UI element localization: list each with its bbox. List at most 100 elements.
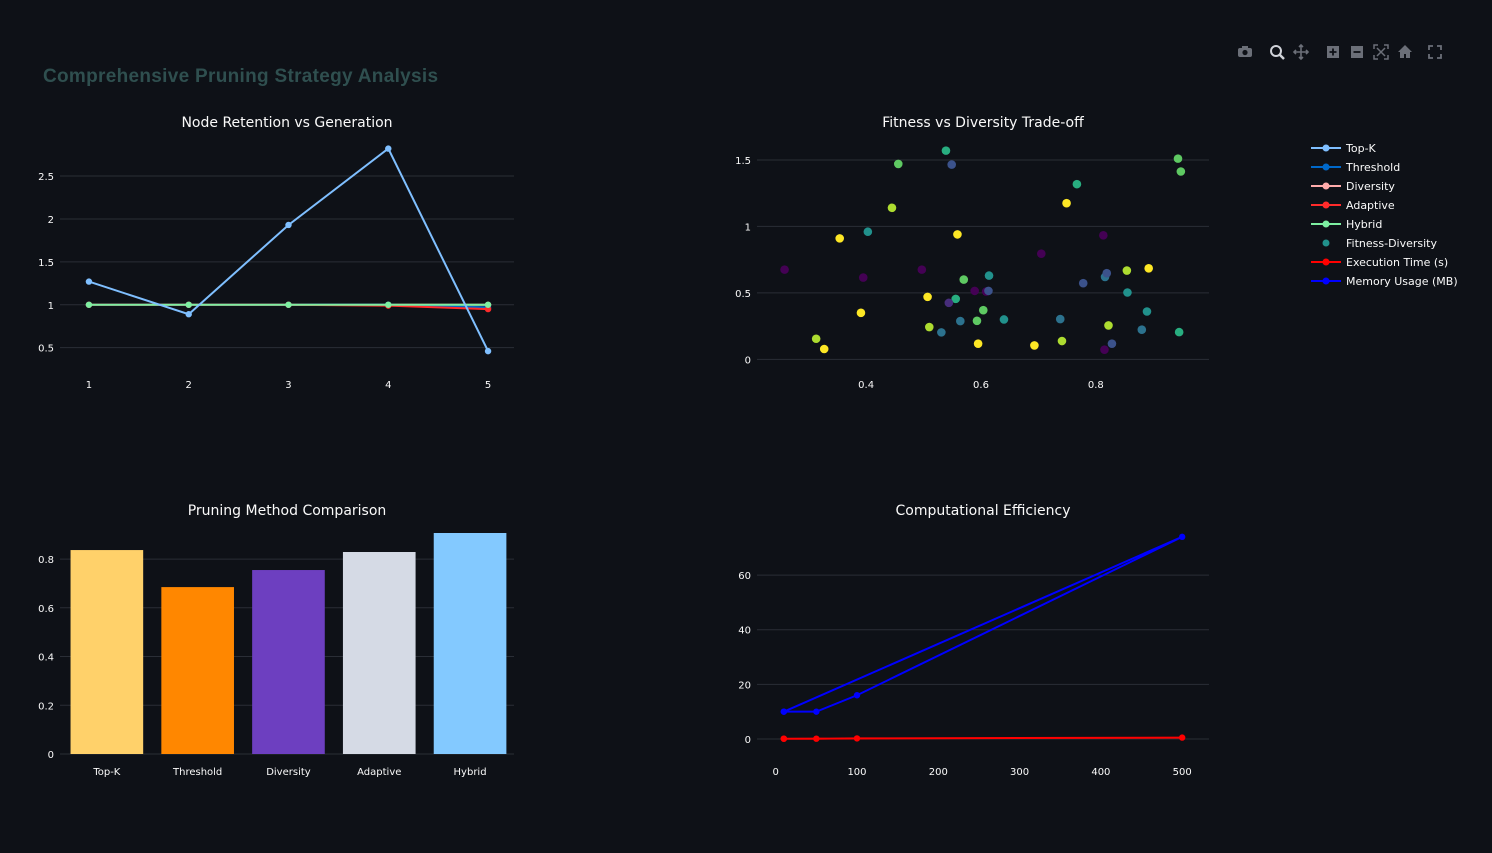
scatter-point[interactable]	[941, 146, 951, 155]
legend-item[interactable]: Top-K	[1311, 142, 1377, 155]
data-point[interactable]	[780, 735, 788, 742]
x-tick-label: 0.6	[973, 380, 989, 391]
data-point[interactable]	[780, 708, 788, 715]
subplot-2: Fitness vs Diversity Trade-off 0 0.5 1 1.5 0.…	[735, 115, 1209, 391]
data-point[interactable]	[484, 347, 492, 355]
x-tick-label: 0.8	[1088, 380, 1104, 391]
scatter-point[interactable]	[924, 322, 934, 332]
data-point[interactable]	[185, 301, 192, 308]
scatter-point[interactable]	[1036, 249, 1046, 258]
camera-icon[interactable]	[1238, 46, 1252, 57]
data-point[interactable]	[813, 708, 820, 715]
scatter-point[interactable]	[1030, 341, 1039, 350]
scatter-point[interactable]	[1107, 339, 1117, 348]
bar-adaptive[interactable]	[342, 552, 416, 754]
data-point[interactable]	[385, 301, 392, 308]
series-hybrid[interactable]	[85, 301, 492, 308]
scatter-point[interactable]	[973, 339, 983, 348]
scatter-point[interactable]	[1055, 314, 1065, 324]
legend-item[interactable]: Fitness-Diversity	[1322, 237, 1438, 250]
legend-item[interactable]: Diversity	[1311, 180, 1395, 193]
scatter-point[interactable]	[1137, 325, 1147, 335]
scatter-point[interactable]	[1173, 154, 1183, 163]
scatter-point[interactable]	[1122, 266, 1132, 275]
scatter-point[interactable]	[970, 286, 979, 296]
data-point[interactable]	[385, 145, 392, 152]
data-point[interactable]	[285, 301, 292, 308]
data-point[interactable]	[813, 735, 820, 742]
scatter-point[interactable]	[887, 203, 897, 213]
scatter-point[interactable]	[953, 230, 962, 239]
x-tick-label: 1	[86, 380, 92, 391]
series-memory-usage-mb-[interactable]	[780, 533, 1186, 715]
data-point[interactable]	[484, 301, 492, 308]
scatter-point[interactable]	[1142, 307, 1152, 316]
autoscale-icon[interactable]	[1373, 44, 1389, 60]
scatter-point[interactable]	[1102, 268, 1112, 278]
legend-item[interactable]: Threshold	[1311, 161, 1400, 174]
scatter-point[interactable]	[984, 271, 994, 280]
data-point[interactable]	[853, 735, 861, 742]
scatter-point[interactable]	[956, 316, 965, 326]
scatter-point[interactable]	[856, 308, 866, 318]
data-point[interactable]	[853, 692, 861, 699]
subplot-title: Computational Efficiency	[896, 503, 1071, 519]
scatter-point[interactable]	[951, 294, 961, 304]
bar-diversity[interactable]	[252, 570, 325, 754]
data-point[interactable]	[1178, 533, 1186, 541]
series-execution-time-s-[interactable]	[780, 734, 1186, 742]
scatter-point[interactable]	[1123, 288, 1132, 297]
subplot-title: Pruning Method Comparison	[188, 503, 387, 519]
scatter-point[interactable]	[1099, 231, 1108, 240]
home-icon[interactable]	[1398, 45, 1412, 58]
data-point[interactable]	[1178, 734, 1186, 741]
y-tick-label: 1.5	[735, 156, 751, 167]
scatter-point[interactable]	[984, 286, 993, 296]
scatter-point[interactable]	[947, 160, 956, 169]
scatter-point[interactable]	[978, 305, 988, 315]
legend-item[interactable]: Execution Time (s)	[1311, 256, 1448, 269]
scatter-point[interactable]	[972, 316, 982, 326]
scatter-point[interactable]	[1062, 198, 1071, 208]
fullscreen-icon[interactable]	[1428, 45, 1442, 59]
zoom-out-icon[interactable]	[1351, 46, 1363, 58]
scatter-point[interactable]	[893, 159, 903, 169]
scatter-point[interactable]	[1078, 278, 1088, 288]
scatter-point[interactable]	[999, 315, 1009, 324]
scatter-point[interactable]	[1072, 179, 1082, 189]
legend-item[interactable]: Hybrid	[1311, 218, 1382, 231]
scatter-point[interactable]	[835, 234, 845, 243]
scatter-point[interactable]	[959, 275, 969, 284]
data-point[interactable]	[85, 301, 93, 308]
scatter-point[interactable]	[1100, 345, 1109, 354]
bar-threshold[interactable]	[161, 587, 234, 754]
scatter-point[interactable]	[819, 344, 829, 354]
zoom-icon[interactable]	[1270, 45, 1285, 60]
scatter-point[interactable]	[780, 265, 789, 274]
scatter-point[interactable]	[944, 298, 954, 308]
scatter-point[interactable]	[923, 292, 932, 302]
subplot-title: Fitness vs Diversity Trade-off	[882, 115, 1084, 131]
scatter-point[interactable]	[811, 334, 821, 344]
bar-top-k[interactable]	[70, 550, 144, 754]
series-top-k[interactable]	[85, 145, 492, 355]
scatter-point[interactable]	[863, 227, 873, 237]
zoom-in-icon[interactable]	[1327, 46, 1339, 58]
legend-item[interactable]: Memory Usage (MB)	[1311, 275, 1458, 288]
scatter-point[interactable]	[1174, 327, 1184, 337]
scatter-point[interactable]	[917, 265, 927, 274]
scatter-point[interactable]	[858, 273, 868, 282]
scatter-point[interactable]	[1144, 263, 1153, 273]
scatter-point[interactable]	[1104, 321, 1113, 330]
pan-icon[interactable]	[1292, 43, 1310, 61]
bar-hybrid[interactable]	[433, 533, 507, 754]
scatter-point[interactable]	[1176, 167, 1186, 176]
data-point[interactable]	[85, 278, 93, 285]
scatter-point[interactable]	[937, 328, 946, 337]
legend-item[interactable]: Adaptive	[1311, 199, 1395, 212]
y-tick-label: 0	[745, 355, 751, 366]
scatter-point[interactable]	[1057, 336, 1067, 346]
data-point[interactable]	[185, 311, 192, 318]
y-tick-label: 0.5	[38, 344, 54, 355]
data-point[interactable]	[285, 221, 292, 229]
